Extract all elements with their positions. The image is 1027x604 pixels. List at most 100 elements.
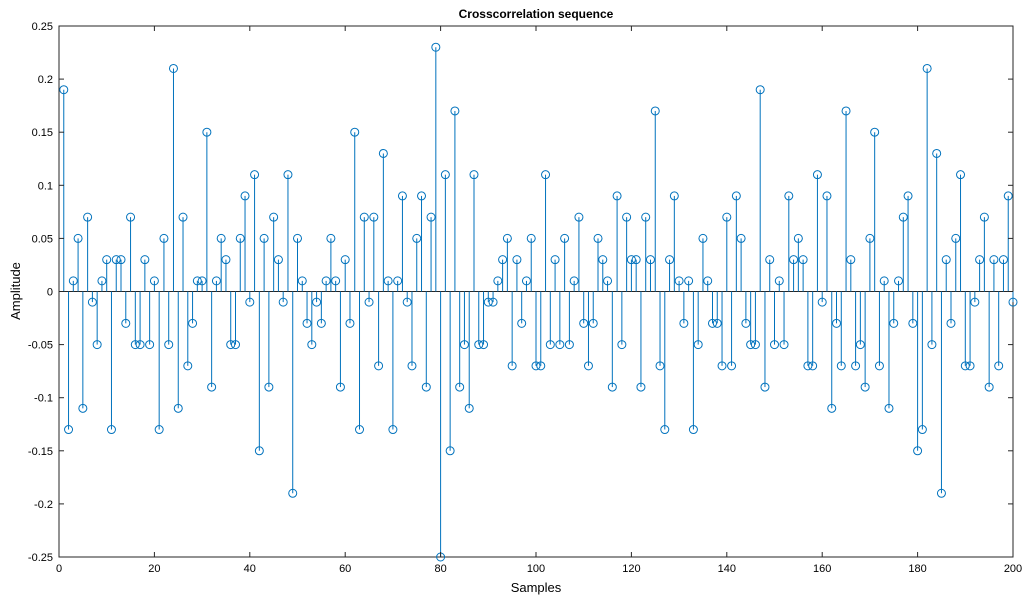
stem-marker — [293, 233, 302, 243]
stem-marker — [87, 297, 97, 307]
y-tick-label: 0.2 — [38, 74, 53, 86]
stem-marker — [521, 276, 531, 286]
stem-marker — [240, 191, 250, 201]
stem-marker — [894, 276, 904, 286]
stem-marker — [832, 318, 842, 328]
stem-marker — [660, 425, 670, 435]
markers-layer — [59, 42, 1018, 562]
stem-marker — [822, 191, 832, 201]
stem-marker — [669, 191, 679, 201]
stem-marker — [541, 170, 551, 180]
stem-marker — [965, 361, 975, 371]
stem-marker — [722, 212, 732, 222]
stem-marker — [178, 212, 188, 222]
stem-marker — [870, 127, 880, 137]
stem-marker — [617, 340, 627, 350]
stem-marker — [97, 276, 107, 286]
stem-marker — [73, 233, 83, 243]
stem-marker — [636, 382, 646, 392]
stem-marker — [793, 233, 803, 243]
stem-marker — [402, 297, 412, 307]
stem-marker — [583, 361, 593, 371]
stem-marker — [502, 233, 512, 243]
stem-marker — [507, 361, 517, 371]
stem-marker — [321, 276, 331, 286]
stem-marker — [612, 191, 622, 201]
stem-marker — [407, 361, 417, 371]
stem-marker — [655, 361, 665, 371]
stem-marker — [278, 297, 288, 307]
x-axis-ticks: 0 20 40 60 80 100 120 140 160 180 200 — [56, 26, 1022, 575]
stem-marker — [431, 42, 441, 52]
stem-marker — [364, 297, 374, 307]
stem-marker — [717, 361, 727, 371]
stem-marker — [469, 170, 479, 180]
stem-marker — [359, 212, 369, 222]
stem-marker — [750, 340, 760, 350]
stem-marker — [126, 212, 136, 222]
stem-marker — [445, 446, 455, 456]
stem-marker — [64, 425, 74, 435]
stem-marker — [159, 233, 169, 243]
x-tick-label: 120 — [622, 563, 640, 575]
x-tick-label: 40 — [244, 563, 256, 575]
stem-marker — [269, 212, 279, 222]
stem-marker — [579, 318, 589, 328]
stem-marker — [703, 276, 713, 286]
stem-marker — [397, 191, 407, 201]
stem-marker — [903, 191, 913, 201]
stem-marker — [707, 318, 717, 328]
stem-marker — [207, 382, 217, 392]
stem-marker — [216, 233, 226, 243]
stem-marker — [979, 212, 989, 222]
stem-marker — [765, 255, 775, 265]
stem-marker — [273, 255, 283, 265]
x-tick-label: 100 — [527, 563, 545, 575]
stem-marker — [335, 382, 345, 392]
stem-marker — [846, 255, 856, 265]
stem-marker — [226, 340, 236, 350]
stem-marker — [688, 425, 698, 435]
stem-marker — [512, 255, 522, 265]
stem-marker — [607, 382, 617, 392]
stem-marker — [83, 212, 93, 222]
stem-marker — [121, 318, 131, 328]
stem-marker — [464, 403, 474, 413]
stem-marker — [250, 170, 260, 180]
stem-marker — [78, 403, 88, 413]
stem-marker — [817, 297, 827, 307]
stem-marker — [340, 255, 350, 265]
stem-marker — [989, 255, 999, 265]
stem-marker — [698, 233, 708, 243]
stem-marker — [164, 340, 174, 350]
stem-marker — [130, 340, 140, 350]
stem-marker — [245, 297, 255, 307]
stem-marker — [235, 233, 245, 243]
stem-marker — [140, 255, 150, 265]
x-tick-label: 0 — [56, 563, 62, 575]
x-tick-label: 160 — [813, 563, 831, 575]
stem-marker — [517, 318, 527, 328]
stem-marker — [874, 361, 884, 371]
stem-marker — [827, 403, 837, 413]
stem-marker — [564, 340, 574, 350]
stem-marker — [493, 276, 503, 286]
stem-marker — [369, 212, 379, 222]
stem-marker — [622, 212, 632, 222]
stem-marker — [727, 361, 737, 371]
stem-marker — [803, 361, 813, 371]
stem-marker — [626, 255, 636, 265]
stem-marker — [913, 446, 923, 456]
stem-marker — [106, 425, 116, 435]
stem-marker — [545, 340, 555, 350]
stem-marker — [297, 276, 307, 286]
stem-marker — [898, 212, 908, 222]
stem-marker — [531, 361, 541, 371]
stem-marker — [211, 276, 221, 286]
stem-marker — [779, 340, 789, 350]
stem-marker — [588, 318, 598, 328]
stem-marker — [92, 340, 102, 350]
stem-marker — [774, 276, 784, 286]
y-tick-label: 0.05 — [32, 233, 53, 245]
stem-marker — [679, 318, 689, 328]
